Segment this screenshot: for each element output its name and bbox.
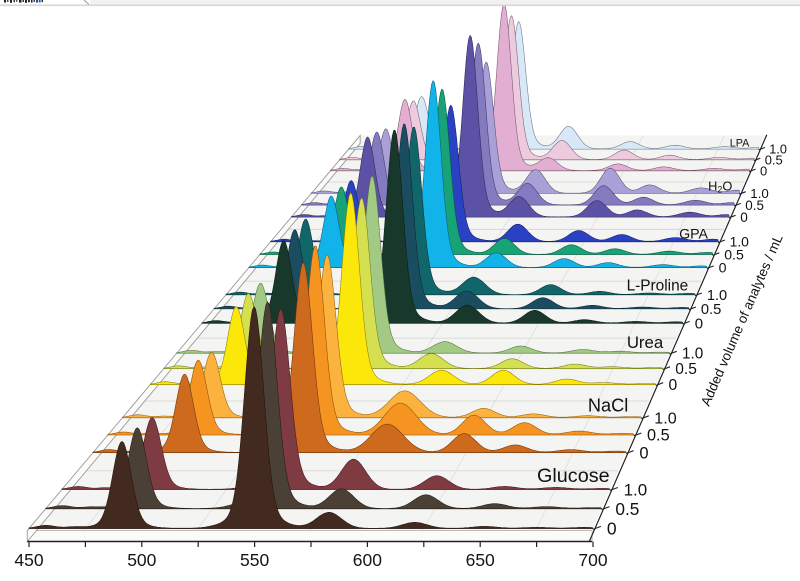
svg-text:1.0: 1.0 [769, 143, 787, 157]
svg-text:0.5: 0.5 [765, 152, 783, 167]
svg-text:0.5: 0.5 [647, 427, 670, 445]
svg-text:0.5: 0.5 [615, 499, 639, 519]
svg-text:550: 550 [240, 550, 269, 570]
svg-text:1.0: 1.0 [750, 186, 769, 201]
svg-text:0: 0 [740, 210, 748, 225]
svg-text:450: 450 [14, 550, 43, 570]
svg-text:1.0: 1.0 [730, 234, 750, 250]
svg-text:1.0: 1.0 [682, 346, 703, 363]
svg-text:1.0: 1.0 [624, 481, 648, 500]
svg-text:0.5: 0.5 [675, 361, 697, 378]
svg-text:600: 600 [353, 550, 382, 570]
svg-text:0: 0 [695, 317, 703, 333]
svg-text:0: 0 [719, 261, 727, 277]
svg-text:0: 0 [607, 519, 617, 539]
svg-text:L-Proline: L-Proline [627, 278, 689, 295]
svg-text:0.5: 0.5 [701, 302, 721, 318]
svg-text:650: 650 [466, 550, 495, 570]
svg-text:0.5: 0.5 [745, 198, 764, 213]
svg-text:1.0: 1.0 [654, 409, 676, 427]
svg-text:LPA: LPA [730, 137, 750, 149]
svg-text:GPA: GPA [679, 226, 708, 242]
svg-text:Urea: Urea [627, 333, 664, 352]
svg-text:Glucose: Glucose [537, 465, 610, 487]
svg-text:0: 0 [760, 163, 767, 178]
svg-text:0: 0 [639, 445, 648, 463]
svg-text:500: 500 [127, 550, 156, 570]
svg-text:H2O: H2O [708, 178, 732, 194]
svg-text:700: 700 [578, 550, 607, 570]
svg-text:1.0: 1.0 [707, 288, 727, 304]
svg-text:0: 0 [669, 377, 678, 394]
svg-text:NaCl: NaCl [588, 395, 628, 415]
svg-text:0.5: 0.5 [724, 247, 744, 263]
